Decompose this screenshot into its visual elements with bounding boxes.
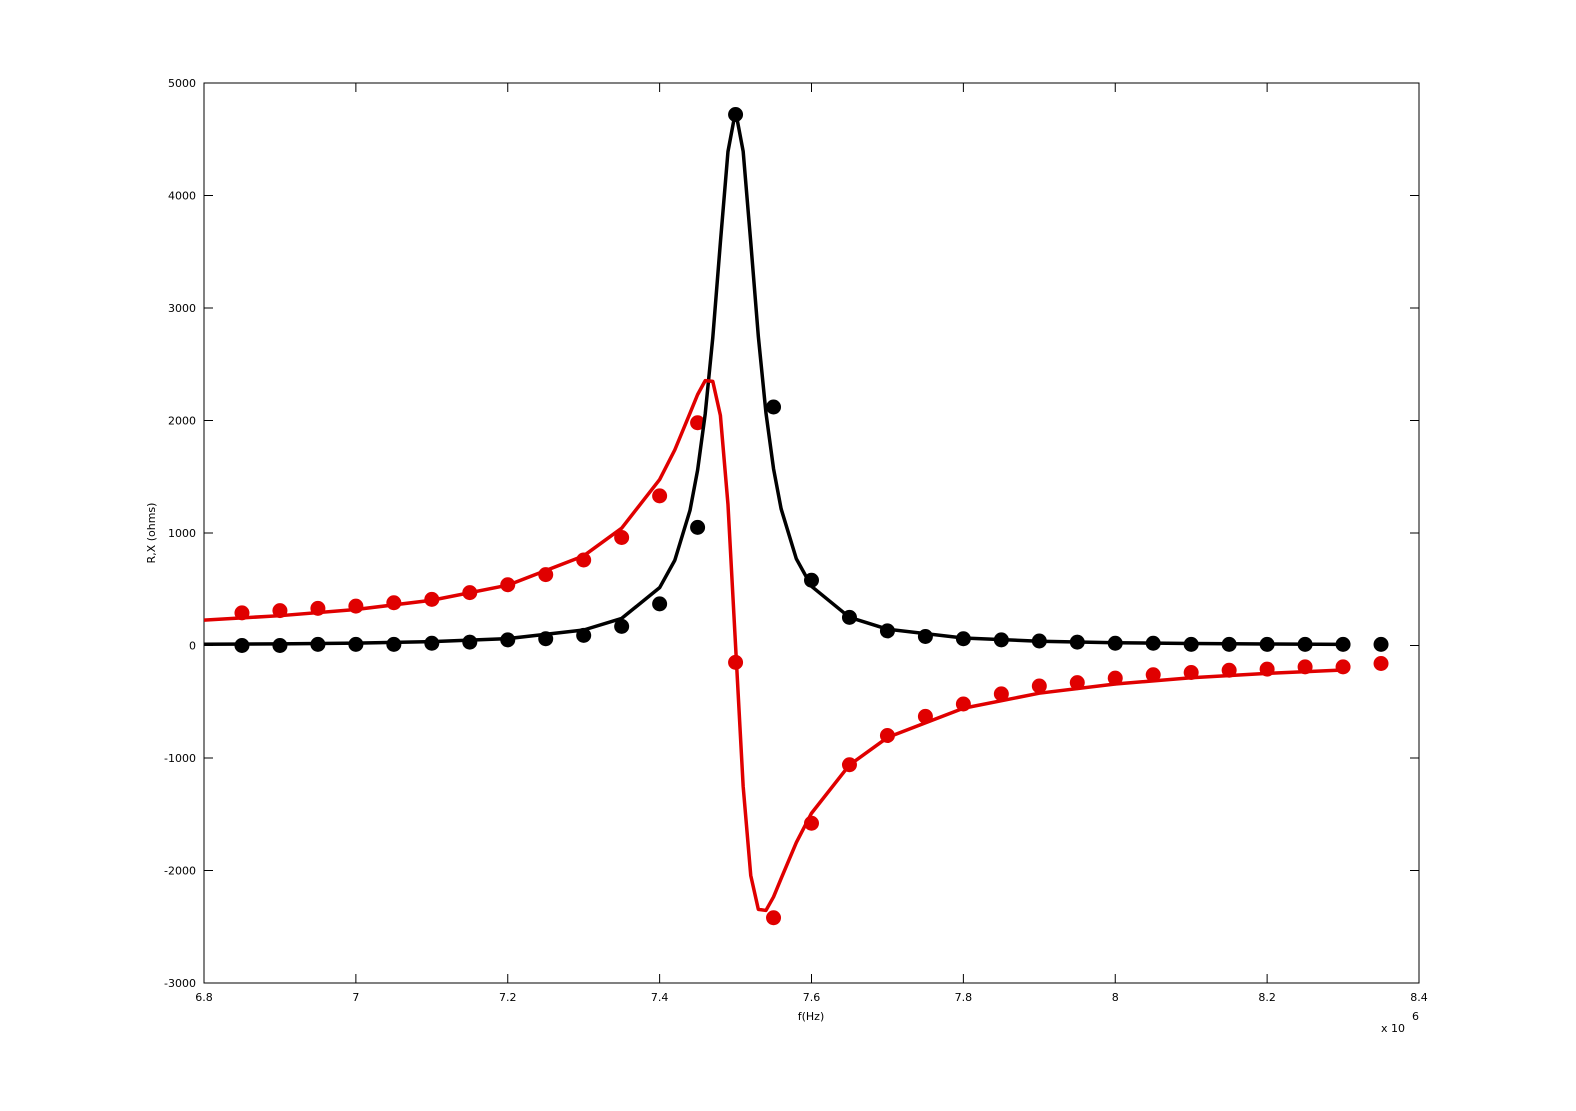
x-axis-label: f(Hz) [798, 1010, 825, 1023]
fit-line [203, 109, 1344, 647]
x-tick-label: 8.2 [1258, 991, 1276, 1004]
data-point [690, 415, 706, 431]
data-point [1031, 678, 1047, 694]
x-tick-label: 8.4 [1410, 991, 1428, 1004]
y-tick-label: -1000 [164, 752, 196, 765]
plot-box [203, 82, 1420, 984]
data-point [614, 530, 630, 545]
x-tick-label: 7 [352, 991, 359, 1004]
y-tick-label: -2000 [164, 865, 196, 878]
x-tick-label: 8 [1112, 991, 1119, 1004]
x-tick-label: 7.6 [803, 991, 821, 1004]
x-tick-label: 7.8 [955, 991, 973, 1004]
data-point [1335, 659, 1351, 675]
data-point [690, 519, 706, 535]
y-tick-label: 1000 [168, 527, 196, 540]
data-point [1335, 636, 1351, 652]
data-point [462, 634, 478, 650]
fit-line [203, 378, 1344, 913]
y-tick-label: 2000 [168, 415, 196, 428]
data-point [1373, 636, 1389, 652]
y-tick-label: 5000 [168, 77, 196, 90]
data-point [1107, 670, 1123, 686]
data-point [1373, 656, 1389, 671]
y-tick-label: 0 [189, 640, 196, 653]
y-tick-label: 4000 [168, 190, 196, 203]
data-point [766, 399, 782, 415]
data-point [652, 488, 668, 504]
x-tick-label: 6.8 [195, 991, 213, 1004]
x-tick-label: 7.4 [651, 991, 669, 1004]
data-point [766, 910, 782, 926]
x-tick-label: 7.2 [499, 991, 517, 1004]
x-multiplier-base: x 10 [1381, 1022, 1405, 1035]
y-axis-label: R,X (ohms) [145, 503, 158, 564]
data-point [993, 686, 1009, 702]
data-point [614, 618, 630, 634]
data-point [1145, 667, 1161, 683]
data-point [386, 636, 402, 652]
y-tick-label: 3000 [168, 302, 196, 315]
y-tick-label: -3000 [164, 977, 196, 990]
data-point [652, 596, 668, 612]
x-multiplier-exponent: 6 [1412, 1010, 1419, 1023]
